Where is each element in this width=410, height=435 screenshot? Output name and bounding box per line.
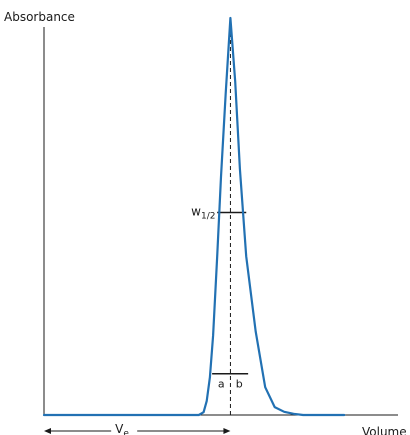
y-axis-label: Absorbance	[4, 10, 75, 24]
half-width-label: w1/2	[191, 205, 215, 222]
width-b-label: b	[236, 378, 243, 391]
half-width-sub-text: 1/2	[201, 212, 215, 222]
x-axis-label: Volume	[362, 425, 407, 435]
ve-arrowhead-left	[44, 428, 51, 434]
half-width-main-text: w	[191, 205, 201, 219]
width-a-label: a	[218, 378, 225, 391]
ve-label: Ve	[115, 422, 129, 435]
ve-sub-text: e	[123, 429, 129, 435]
absorbance-series	[42, 16, 346, 417]
ve-main-text: V	[115, 422, 124, 435]
ve-arrowhead-right	[223, 428, 231, 434]
